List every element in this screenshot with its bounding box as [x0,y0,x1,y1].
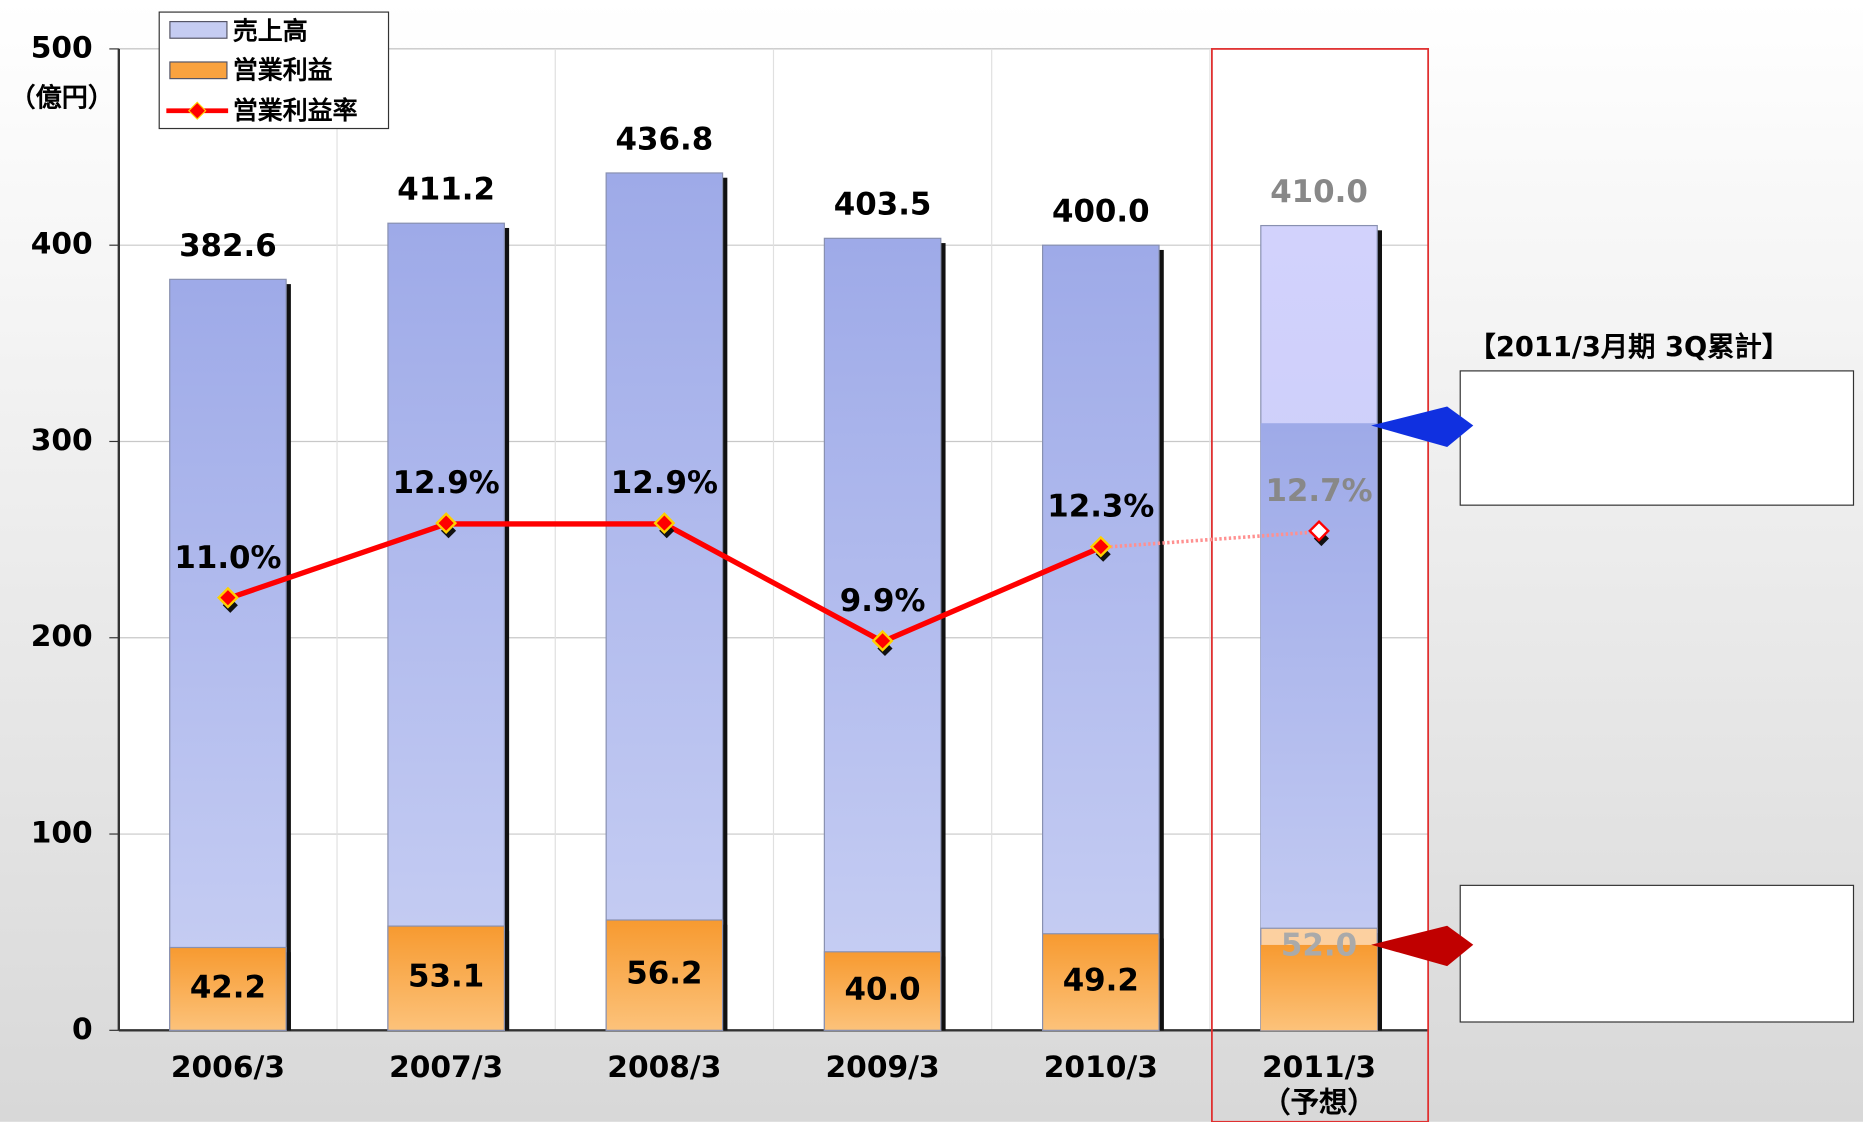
bar-shadow [1159,938,1164,1031]
y-tick-label: 200 [31,619,93,654]
value-label: 12.9% [611,465,718,501]
marker [653,512,676,534]
bar-shadow [722,924,728,1031]
bar-shadow [1377,230,1383,1031]
legend-swatch [169,61,228,80]
marker [1308,520,1330,542]
value-label: 42.2 [190,969,266,1005]
bar [1041,244,1160,1031]
marker [1089,535,1112,558]
x-tick-label: 2007/3 [389,1050,503,1085]
value-label: 436.8 [616,121,714,157]
legend-swatch [169,20,228,39]
bar-shadow [1377,933,1383,1031]
value-label: 40.0 [844,972,920,1008]
callout-arrow [1371,406,1474,447]
y-axis-label: （億円） [10,83,114,113]
bar-shadow [504,930,510,1031]
legend: 売上高 営業利益 営業利益率 [158,11,390,130]
bar [387,925,505,1031]
value-label: 12.7% [1265,473,1372,509]
bar [605,919,724,1031]
bar [169,946,287,1031]
value-label: 12.3% [1047,489,1154,525]
legend-label: 売上高 [233,16,308,45]
bar [823,951,942,1031]
value-label: 382.6 [179,228,277,264]
annotation-box [1459,370,1855,506]
forecast-note: （予想） [1262,1086,1376,1119]
value-label: 52.0 [1281,928,1357,964]
x-tick-label: 2008/3 [607,1050,721,1085]
bar [169,278,287,1031]
bar-shadow [722,177,728,1031]
bar-actual [1260,944,1378,1031]
marker [871,629,894,652]
value-label: 400.0 [1052,194,1150,230]
value-label: 12.9% [393,465,500,501]
bar [1041,933,1160,1031]
y-tick-label: 400 [31,227,93,262]
y-tick-label: 0 [72,1012,93,1047]
bar-shadow [504,227,510,1031]
value-label: 49.2 [1063,963,1139,999]
value-label: 411.2 [397,172,495,208]
value-label: 56.2 [626,956,702,992]
y-tick-label: 100 [31,816,93,851]
bar-shadow [1159,249,1164,1031]
x-tick-label: 2009/3 [826,1050,940,1085]
bar [605,172,724,1031]
x-tick-label: 2006/3 [171,1050,285,1085]
bar-shadow [286,284,291,1031]
value-label: 9.9% [840,583,926,619]
callout-arrow [1371,925,1474,967]
line-forecast [1100,529,1320,550]
value-label: 11.0% [174,540,281,576]
legend-marker [187,101,207,120]
marker [217,586,239,609]
bar-shadow [286,952,291,1031]
bar-shadow [940,243,946,1031]
y-tick-label: 300 [31,423,93,458]
legend-label: 営業利益率 [233,96,358,125]
value-label: 53.1 [408,959,484,995]
bar [387,222,505,1031]
value-label: 410.0 [1270,174,1368,210]
bar-shadow [940,956,946,1031]
y-tick-label: 500 [31,30,93,65]
x-tick-label: 2011/3 [1262,1050,1376,1085]
marker [435,512,458,534]
value-label: 403.5 [834,187,932,223]
x-tick-label: 2010/3 [1044,1050,1158,1085]
annotation-title: 【2011/3月期 3Q累計】 [1469,331,1790,363]
legend-label: 営業利益 [233,55,333,84]
annotation-box [1459,884,1855,1023]
